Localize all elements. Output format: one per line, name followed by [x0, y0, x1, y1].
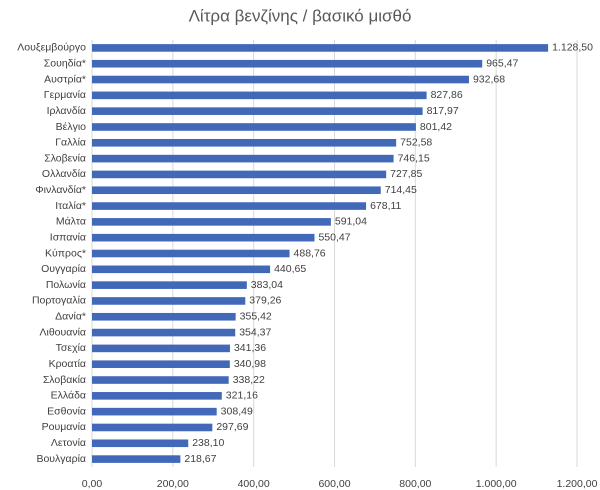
bar: [92, 44, 549, 52]
bar: [92, 107, 423, 115]
value-label: 550,47: [318, 231, 350, 243]
value-label: 746,15: [398, 152, 430, 164]
bar: [92, 423, 213, 432]
y-tick-label: Μάλτα: [56, 216, 86, 228]
bar: [92, 439, 189, 448]
value-label: 752,58: [400, 137, 432, 149]
y-tick-label: Λετονία: [51, 437, 86, 449]
x-tick-label: 400,00: [238, 478, 270, 490]
value-label: 678,11: [370, 200, 401, 212]
value-label: 714,45: [385, 184, 417, 196]
bar: [92, 297, 246, 305]
x-tick-label: 1.200,00: [557, 478, 598, 490]
y-tick-label: Κύπρος*: [45, 247, 86, 259]
bar: [92, 249, 290, 258]
value-label: 379,26: [249, 295, 281, 307]
bar: [92, 218, 331, 226]
bar: [92, 281, 247, 289]
bar: [92, 233, 315, 242]
y-tick-label: Εσθονία: [47, 405, 86, 417]
y-tick-label: Σουηδία*: [44, 58, 86, 70]
y-tick-label: Γερμανία: [44, 89, 86, 101]
bar: [92, 360, 230, 369]
value-label: 591,04: [335, 216, 367, 228]
bar: [92, 455, 181, 463]
bar: [92, 154, 394, 163]
y-tick-label: Ρουμανία: [42, 421, 86, 433]
bar: [92, 392, 222, 400]
value-label: 965,47: [486, 58, 518, 70]
y-tick-label: Φινλανδία*: [35, 184, 86, 196]
x-tick-label: 600,00: [318, 478, 350, 490]
bar: [92, 138, 397, 147]
bar: [92, 75, 469, 84]
value-label: 440,65: [274, 263, 306, 275]
value-label: 321,16: [226, 390, 258, 402]
y-tick-label: Δανία*: [55, 311, 86, 323]
y-tick-label: Ολλανδία: [42, 168, 86, 180]
bar: [92, 202, 367, 210]
bar: [92, 91, 427, 100]
bar: [92, 170, 387, 179]
y-tick-label: Γαλλία: [55, 137, 86, 149]
y-tick-label: Σλοβακία: [43, 374, 86, 386]
x-tick-label: 0,00: [82, 478, 103, 490]
bar: [92, 328, 236, 337]
bar: [92, 186, 381, 195]
value-label: 341,36: [234, 342, 266, 354]
bar: [92, 123, 416, 131]
bar: [92, 376, 229, 384]
value-label: 354,37: [239, 326, 271, 338]
bar: [92, 265, 271, 274]
y-tick-label: Ελλάδα: [51, 390, 86, 402]
y-tick-label: Σλοβενία: [44, 152, 86, 164]
y-tick-label: Βέλγιο: [56, 121, 87, 133]
value-label: 340,98: [234, 358, 266, 370]
value-label: 338,22: [233, 374, 265, 386]
bar: [92, 407, 217, 416]
y-tick-label: Πολωνία: [46, 279, 86, 291]
y-tick-label: Ισπανία: [50, 231, 86, 243]
bar: [92, 344, 230, 353]
value-label: 355,42: [240, 311, 272, 323]
value-label: 932,68: [473, 73, 505, 85]
value-label: 308,49: [221, 405, 253, 417]
x-tick-label: 200,00: [157, 478, 189, 490]
value-label: 383,04: [251, 279, 283, 291]
value-label: 827,86: [431, 89, 463, 101]
value-label: 297,69: [216, 421, 248, 433]
x-tick-label: 800,00: [399, 478, 431, 490]
y-tick-label: Λουξεμβούργο: [17, 42, 86, 54]
y-tick-label: Κροατία: [49, 358, 86, 370]
y-tick-label: Ιρλανδία: [47, 105, 86, 117]
value-label: 1.128,50: [552, 42, 593, 54]
chart-title: Λίτρα βενζίνης / βασικό μισθό: [189, 6, 412, 25]
y-tick-label: Ουγγαρία: [41, 263, 86, 275]
y-tick-label: Ιταλία*: [55, 200, 86, 212]
value-label: 488,76: [294, 247, 326, 259]
value-label: 218,67: [184, 453, 216, 465]
y-tick-label: Αυστρία*: [44, 73, 86, 85]
y-tick-label: Βουλγαρία: [36, 453, 86, 465]
y-tick-label: Τσεχία: [56, 342, 86, 354]
value-label: 727,85: [390, 168, 422, 180]
y-tick-label: Λιθουανία: [40, 326, 87, 338]
value-label: 238,10: [192, 437, 224, 449]
y-tick-label: Πορτογαλία: [32, 295, 86, 307]
x-tick-label: 1.000,00: [476, 478, 517, 490]
value-label: 817,97: [427, 105, 459, 117]
bar: [92, 312, 236, 321]
value-label: 801,42: [420, 121, 452, 133]
bar: [92, 59, 483, 68]
